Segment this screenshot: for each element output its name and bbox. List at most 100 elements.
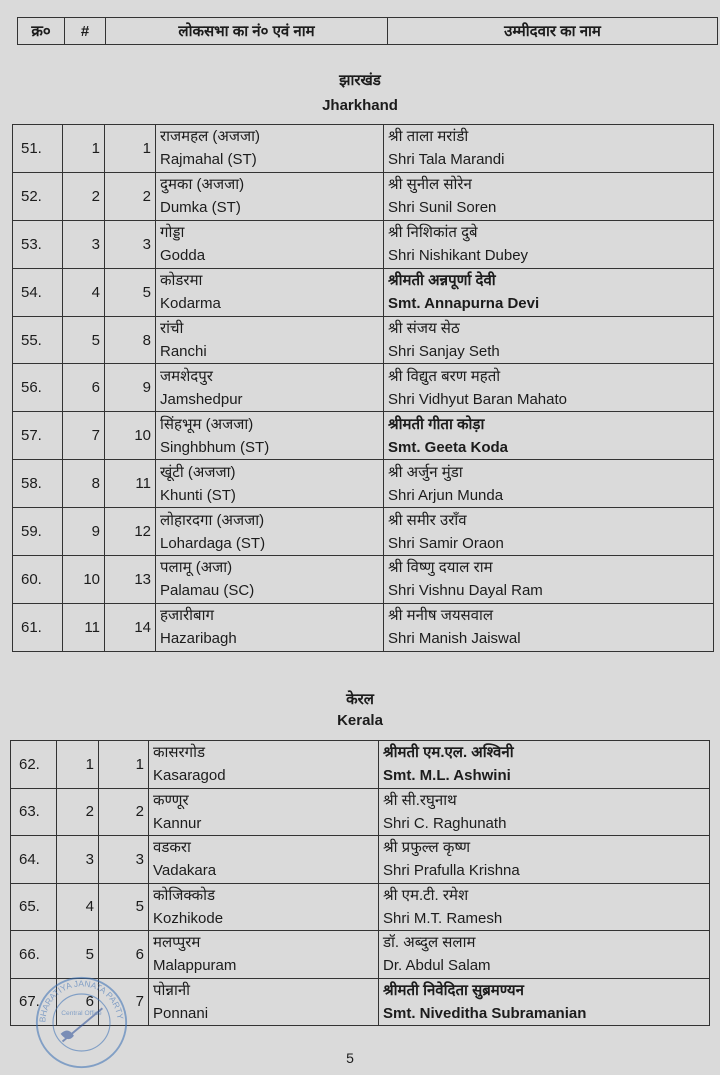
- constituency-cell: पोन्नानी Ponnani: [148, 977, 379, 1026]
- constituency-name-hindi: मलप्पुरम: [153, 934, 201, 952]
- serial-cell: 52.: [12, 171, 63, 221]
- state-index: 1: [85, 755, 94, 773]
- constituency-name-english: Kozhikode: [153, 909, 224, 927]
- state-index: 2: [91, 187, 100, 205]
- serial-cell: 56.: [12, 363, 63, 413]
- serial-number: 55.: [21, 331, 42, 349]
- constituency-cell: रांची Ranchi: [155, 315, 384, 365]
- table-row: 53. 3 3 गोड्डा Godda श्री निशिकांत दुबे Shri N…: [12, 219, 714, 269]
- pc-number-cell: 13: [104, 555, 156, 604]
- constituency-name-english: Jamshedpur: [160, 390, 243, 408]
- state-index-cell: 8: [62, 459, 105, 509]
- state-index: 3: [85, 850, 94, 868]
- constituency-name-english: Khunti (ST): [160, 486, 236, 504]
- constituency-cell: दुमका (अजजा) Dumka (ST): [155, 171, 384, 221]
- pc-number-cell: 11: [104, 459, 156, 509]
- serial-number: 56.: [21, 379, 42, 397]
- serial-cell: 67.: [10, 977, 57, 1026]
- constituency-number: 10: [134, 427, 151, 445]
- candidate-name-hindi: श्री प्रफुल्ल कृष्ण: [383, 839, 471, 857]
- constituency-cell: मलप्पुरम Malappuram: [148, 930, 379, 979]
- state-index: 7: [91, 427, 100, 445]
- serial-cell: 64.: [10, 835, 57, 884]
- constituency-cell: लोहारदगा (अजजा) Lohardaga (ST): [155, 507, 384, 557]
- serial-cell: 61.: [12, 602, 63, 652]
- candidate-cell: श्री विष्णु दयाल राम Shri Vishnu Dayal Ra…: [383, 555, 714, 604]
- candidate-name-english: Shri Arjun Munda: [388, 486, 504, 504]
- constituency-number: 12: [134, 523, 151, 541]
- pc-number-cell: 6: [98, 930, 149, 979]
- serial-cell: 62.: [10, 740, 57, 789]
- state-index-cell: 5: [56, 930, 99, 979]
- table-row: 65. 4 5 कोजिक्कोड Kozhikode श्री एम.टी. रमेश S…: [10, 882, 710, 931]
- constituency-name-english: Singhbhum (ST): [160, 438, 270, 456]
- pc-number-cell: 14: [104, 602, 156, 652]
- constituency-name-english: Malappuram: [153, 957, 237, 975]
- candidate-name-english: Shri Vidhyut Baran Mahato: [388, 390, 567, 408]
- state-index: 4: [91, 283, 100, 301]
- pc-number-cell: 9: [104, 363, 156, 413]
- constituency-cell: पलामू (अजा) Palamau (SC): [155, 555, 384, 604]
- table-row: 58. 8 11 खूंटी (अजजा) Khunti (ST) श्री अर्जुन…: [12, 459, 714, 509]
- table-row: 64. 3 3 वडकरा Vadakara श्री प्रफुल्ल कृष्ण Shr…: [10, 835, 710, 884]
- candidate-name-english: Shri C. Raghunath: [383, 814, 507, 832]
- header-hash: #: [64, 17, 106, 45]
- constituency-name-hindi: राजमहल (अजजा): [160, 128, 261, 146]
- candidate-cell: श्री अर्जुन मुंडा Shri Arjun Munda: [383, 459, 714, 509]
- constituency-number: 11: [135, 475, 151, 493]
- serial-number: 59.: [21, 523, 42, 541]
- state-index: 5: [91, 331, 100, 349]
- state-index-cell: 2: [56, 787, 99, 836]
- constituency-name-hindi: हजारीबाग: [160, 607, 214, 625]
- state-index: 5: [85, 945, 94, 963]
- constituency-number: 3: [135, 850, 144, 868]
- constituency-number: 6: [135, 945, 144, 963]
- constituency-name-english: Kannur: [153, 814, 202, 832]
- table-row: 63. 2 2 कण्णूर Kannur श्री सी.रघुनाथ Shri C. R…: [10, 787, 710, 836]
- candidate-name-hindi: श्री निशिकांत दुबे: [388, 224, 478, 242]
- serial-number: 54.: [21, 283, 42, 301]
- candidate-name-english: Smt. M.L. Ashwini: [383, 767, 511, 785]
- section-title-english: Jharkhand: [322, 97, 398, 114]
- section-title-english: Kerala: [337, 712, 383, 729]
- candidate-name-hindi: श्री सुनील सोरेन: [388, 176, 472, 194]
- candidate-name-hindi: श्री सी.रघुनाथ: [383, 791, 457, 809]
- constituency-cell: खूंटी (अजजा) Khunti (ST): [155, 459, 384, 509]
- candidate-name-english: Smt. Geeta Koda: [388, 438, 509, 456]
- constituency-cell: सिंहभूम (अजजा) Singhbhum (ST): [155, 411, 384, 461]
- candidate-name-english: Shri Manish Jaiswal: [388, 630, 521, 648]
- table-row: 56. 6 9 जमशेदपुर Jamshedpur श्री विद्युत बरण …: [12, 363, 714, 413]
- constituency-name-english: Lohardaga (ST): [160, 534, 266, 552]
- candidate-name-hindi: श्री एम.टी. रमेश: [383, 886, 469, 904]
- constituency-name-english: Ranchi: [160, 343, 207, 360]
- candidate-cell: श्री निशिकांत दुबे Shri Nishikant Dubey: [383, 219, 714, 269]
- constituency-name-hindi: दुमका (अजजा): [160, 176, 245, 194]
- state-index-cell: 6: [62, 363, 105, 413]
- candidate-cell: श्रीमती अन्नपूर्णा देवी Smt. Annapurna De…: [383, 267, 714, 317]
- constituency-number: 1: [142, 139, 151, 157]
- state-index: 2: [85, 803, 94, 821]
- serial-number: 67.: [19, 993, 40, 1011]
- state-index-cell: 2: [62, 171, 105, 221]
- constituency-name-hindi: जमशेदपुर: [160, 367, 213, 385]
- candidate-name-hindi: श्रीमती गीता कोड़ा: [388, 415, 485, 433]
- page-number: 5: [346, 1050, 354, 1066]
- serial-cell: 66.: [10, 930, 57, 979]
- constituency-name-hindi: कोडरमा: [160, 272, 203, 290]
- state-index: 6: [91, 379, 100, 397]
- candidate-name-hindi: श्री समीर उराँव: [388, 511, 467, 529]
- pc-number-cell: 1: [104, 124, 156, 173]
- table-row: 62. 1 1 कासरगोड Kasaragod श्रीमती एम.एल. अश्व…: [10, 740, 710, 789]
- constituency-name-english: Dumka (ST): [160, 199, 241, 217]
- pc-number-cell: 2: [98, 787, 149, 836]
- pc-number-cell: 5: [104, 267, 156, 317]
- candidate-name-english: Shri M.T. Ramesh: [383, 909, 503, 927]
- constituency-name-hindi: पोन्नानी: [153, 981, 191, 999]
- pc-number-cell: 2: [104, 171, 156, 221]
- constituency-name-hindi: पलामू (अजा): [160, 559, 233, 577]
- constituency-name-english: Kodarma: [160, 295, 221, 313]
- state-index: 8: [91, 475, 100, 493]
- state-index-cell: 7: [62, 411, 105, 461]
- candidate-cell: श्री सुनील सोरेन Shri Sunil Soren: [383, 171, 714, 221]
- constituency-cell: हजारीबाग Hazaribagh: [155, 602, 384, 652]
